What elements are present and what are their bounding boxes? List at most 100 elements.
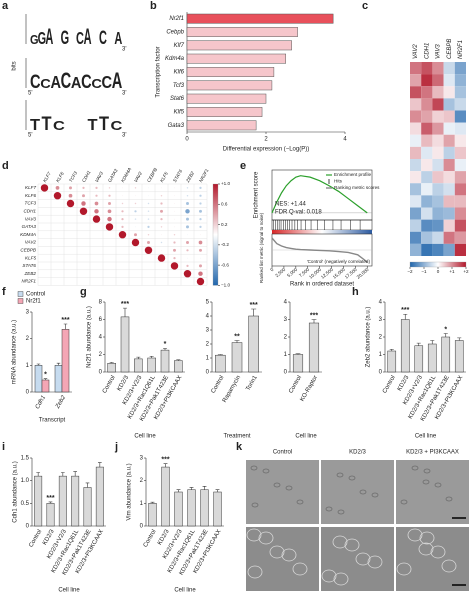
row-label: CEBPB — [20, 248, 36, 253]
panel-letter: b — [150, 0, 157, 12]
significance: * — [444, 326, 447, 333]
heat-cell — [443, 243, 455, 256]
correlation-dot — [69, 186, 72, 190]
logo-letter: G — [61, 28, 70, 49]
y-tick-label: 1 — [284, 352, 288, 358]
correlation-dot — [199, 202, 202, 205]
correlation-dot — [199, 225, 202, 229]
heat-cell — [443, 159, 455, 172]
heat-cell — [443, 183, 455, 196]
heat-cell — [421, 183, 433, 196]
correlation-dot — [186, 264, 189, 268]
x-tick-label: 2 — [264, 137, 268, 143]
x-tick-label: 0 — [269, 267, 275, 273]
correlation-dot — [174, 210, 175, 212]
legend-label: Hits — [334, 179, 343, 184]
logo-letter: T — [42, 113, 52, 135]
heat-cell — [410, 86, 422, 99]
x-tick-label: 4 — [343, 137, 347, 143]
strand-label: 3' — [122, 91, 126, 97]
cell-shape — [371, 492, 379, 498]
micrograph — [246, 527, 319, 591]
correlation-dot — [94, 201, 99, 206]
column-label: CEBPB — [146, 167, 158, 183]
logo-letter: T — [30, 117, 40, 133]
y-tick-label: 1 — [26, 363, 30, 369]
correlation-dot — [147, 233, 150, 236]
correlation-dot — [157, 254, 166, 262]
correlation-dot — [199, 209, 202, 213]
y-tick-label: 0 — [206, 370, 210, 376]
heat-cell — [432, 62, 444, 75]
correlation-dot — [198, 271, 203, 276]
cell-shape — [296, 499, 304, 505]
y-tick-label: 5 — [206, 300, 210, 306]
correlation-dot — [174, 226, 175, 228]
correlation-dot — [105, 223, 114, 231]
correlation-dot — [94, 209, 99, 214]
bar — [186, 93, 267, 104]
y-tick-label: 4 — [206, 314, 210, 320]
error-bar — [149, 355, 154, 358]
bar — [107, 363, 116, 373]
error-bar — [311, 319, 317, 323]
bar — [41, 379, 50, 393]
error-bar — [150, 501, 155, 504]
correlation-dot — [147, 225, 150, 229]
correlation-dot — [174, 195, 175, 197]
bar — [120, 316, 130, 373]
correlation-dot — [118, 230, 127, 239]
significance: *** — [161, 457, 169, 464]
heat-cell — [432, 183, 444, 196]
heat-cell — [410, 171, 422, 184]
cell-shape — [344, 538, 360, 552]
y-tick-label: 1 — [206, 356, 210, 362]
correlation-dot — [174, 218, 175, 220]
image-label: KD2/3 + PI3KCAAX — [406, 450, 459, 456]
x-axis-label: Treatment — [223, 434, 250, 440]
y-tick-label: 3 — [26, 310, 30, 316]
y-tick-label: 6 — [99, 317, 103, 323]
x-tick-label: KD2/3 — [117, 374, 131, 392]
error-bar — [56, 362, 61, 366]
cell-shape — [258, 531, 274, 545]
y-tick-label: Tcf3 — [173, 83, 185, 89]
column-label: KLF7 — [42, 171, 52, 183]
heat-cell — [454, 98, 466, 111]
cell-shape — [411, 465, 419, 471]
x-tick-label: Control — [143, 529, 158, 549]
x-tick-label: 15,000 — [332, 267, 346, 280]
heat-cell — [421, 159, 433, 172]
bar — [147, 357, 156, 373]
colorbar-label: +1 — [449, 269, 455, 274]
panel-letter: f — [2, 286, 6, 298]
correlation-dot — [108, 187, 111, 189]
correlation-dot — [95, 186, 98, 190]
correlation-dot — [160, 241, 163, 244]
heat-cell — [421, 134, 433, 147]
correlation-dot — [200, 234, 201, 236]
row-label: ZEB2 — [24, 271, 37, 276]
x-axis-label: Differential expression (−Log(P)) — [223, 147, 309, 153]
cell-shape — [434, 482, 442, 488]
bar — [186, 13, 334, 24]
heat-cell — [432, 243, 444, 256]
heat-cell — [432, 122, 444, 135]
legend-label: Enrichment profile — [334, 172, 371, 177]
error-bar — [97, 462, 102, 468]
error-bar — [202, 486, 207, 490]
column-label: ZEB2 — [185, 170, 196, 184]
cell-shape — [285, 485, 293, 491]
heat-cell — [443, 195, 455, 208]
y-axis-label: Enrichment score — [254, 171, 260, 218]
row-label: NR2F1 — [21, 279, 36, 284]
row-label: TCF3 — [25, 201, 37, 206]
correlation-dot — [170, 262, 179, 270]
bar — [161, 466, 170, 527]
heat-cell — [454, 159, 466, 172]
colorbar-label: 0.2 — [221, 222, 228, 227]
error-bar — [73, 471, 78, 477]
enrichment-line — [271, 175, 368, 214]
y-tick-label: 1 — [379, 352, 383, 358]
heat-cell — [432, 159, 444, 172]
